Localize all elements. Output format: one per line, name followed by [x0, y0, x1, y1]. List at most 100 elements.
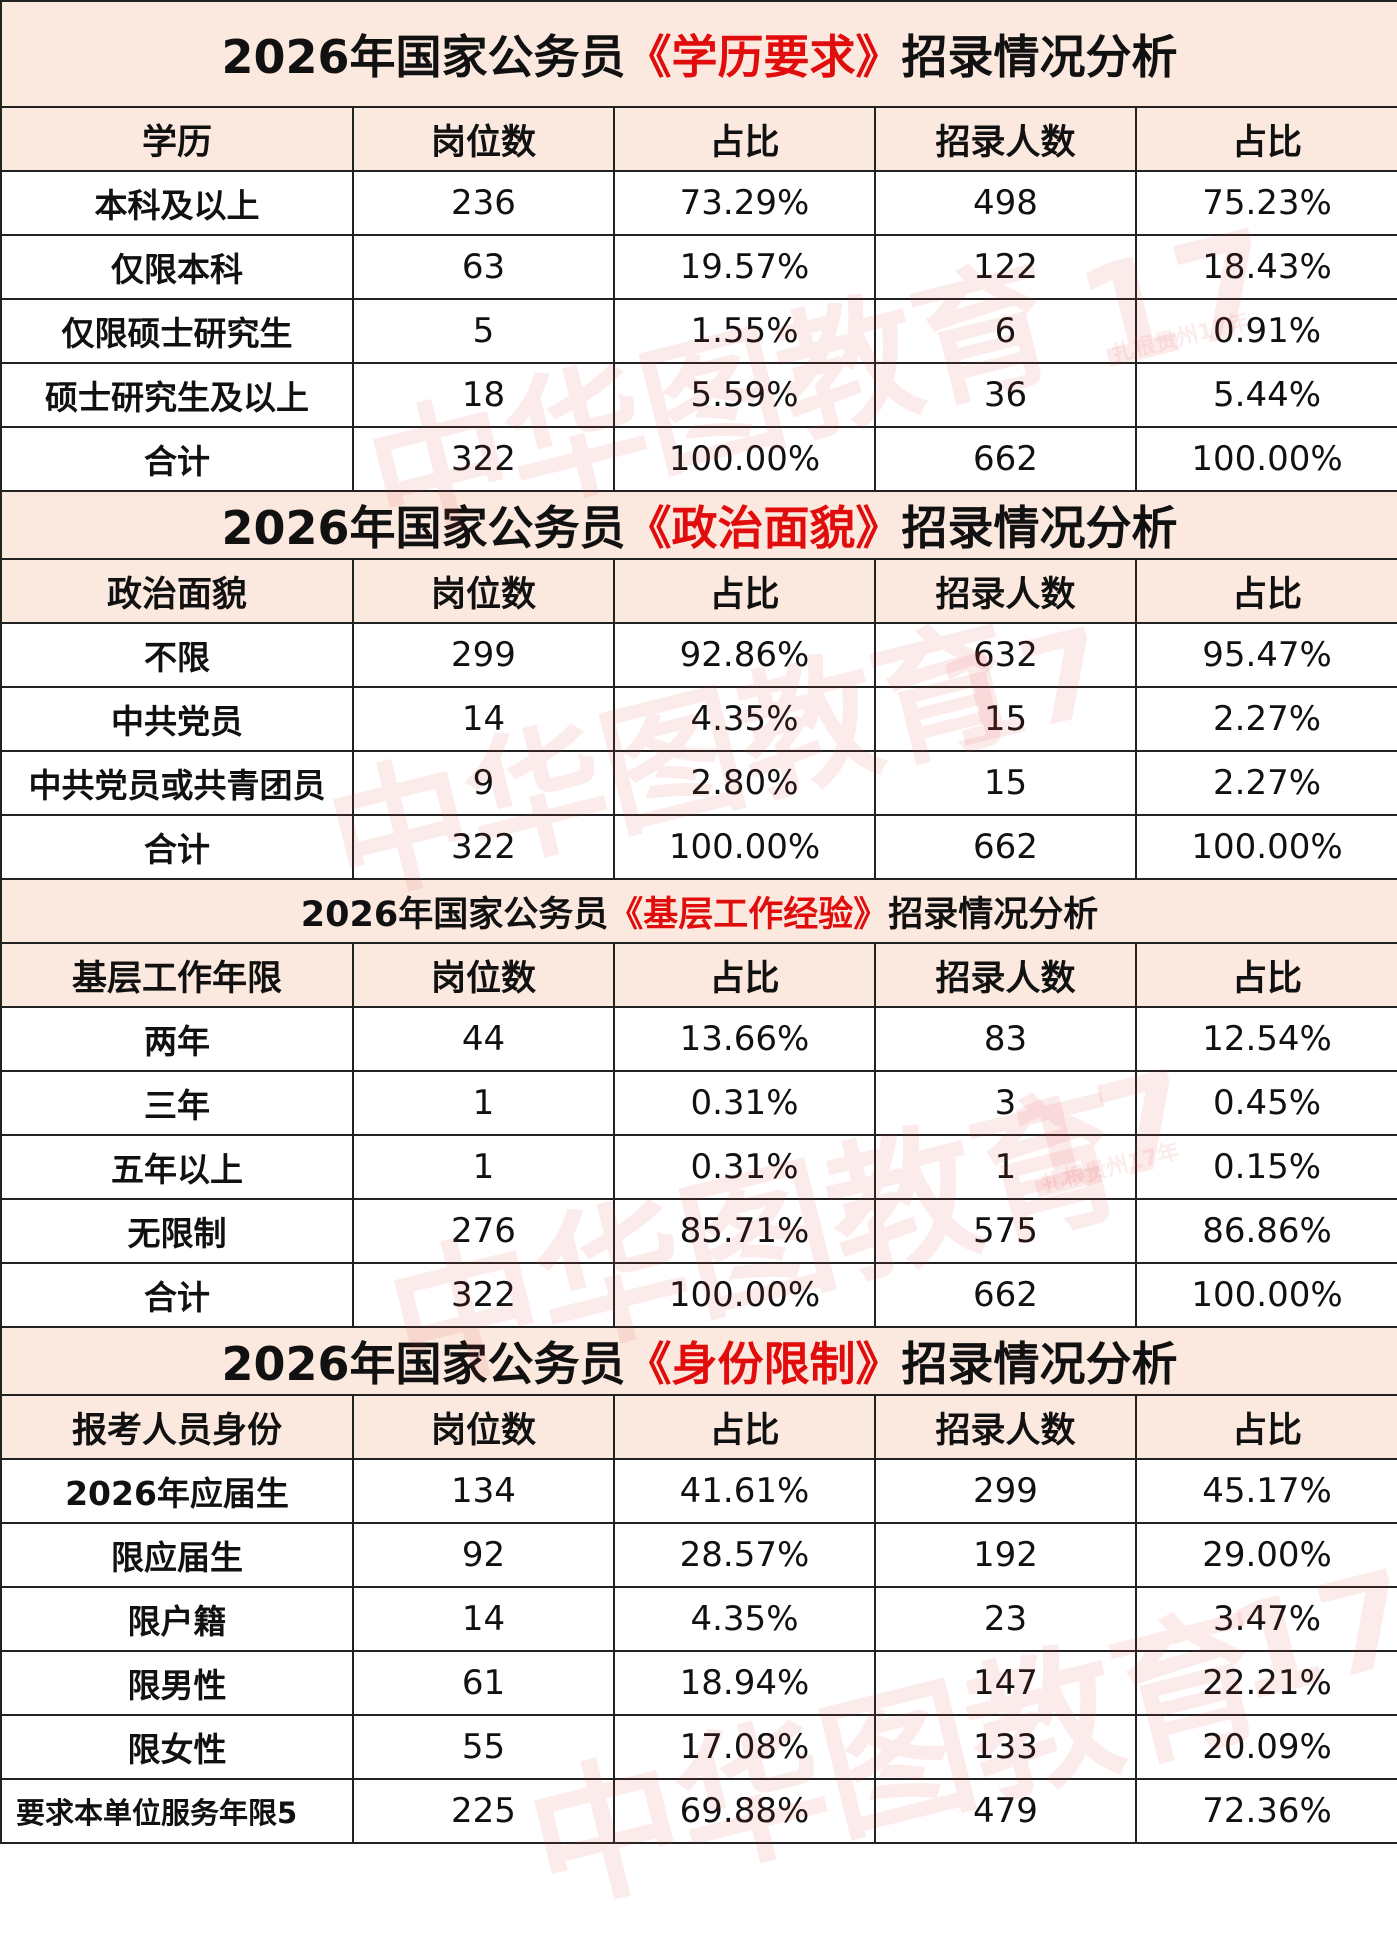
cell-job-ratio: 4.35%	[613, 686, 876, 752]
cell-recruit-ratio: 0.45%	[1134, 1070, 1397, 1136]
cell-recruit-count: 662	[874, 814, 1137, 880]
cell-recruit-count: 15	[874, 750, 1137, 816]
cell-recruit-count: 632	[874, 622, 1137, 688]
cell-recruit-ratio: 100.00%	[1134, 814, 1397, 880]
cell-recruit-count: 1	[874, 1134, 1137, 1200]
cell-category: 中共党员	[0, 686, 354, 752]
header-recruit-count: 招录人数	[874, 558, 1137, 624]
table-row: 限应届生 92 28.57% 192 29.00%	[0, 1522, 1397, 1588]
cell-job-count: 92	[352, 1522, 615, 1588]
section-title-post: 招录情况分析	[901, 1337, 1178, 1391]
cell-recruit-ratio: 45.17%	[1134, 1458, 1397, 1524]
cell-job-count: 63	[352, 234, 615, 300]
section-title-pre: 2026年国家公务员	[300, 894, 609, 935]
table-row: 两年 44 13.66% 83 12.54%	[0, 1006, 1397, 1072]
header-recruit-count: 招录人数	[874, 942, 1137, 1008]
section-title-row: 2026年国家公务员《身份限制》招录情况分析	[0, 1326, 1397, 1396]
cell-category: 中共党员或共青团员	[0, 750, 354, 816]
section-title-key: 《身份限制》	[625, 1337, 902, 1391]
cell-recruit-count: 662	[874, 1262, 1137, 1328]
cell-job-ratio: 2.80%	[613, 750, 876, 816]
header-job-ratio: 占比	[613, 1394, 876, 1460]
cell-recruit-count: 662	[874, 426, 1137, 492]
cell-recruit-count: 122	[874, 234, 1137, 300]
cell-category: 限男性	[0, 1650, 354, 1716]
cell-recruit-ratio: 20.09%	[1134, 1714, 1397, 1780]
cell-recruit-count: 6	[874, 298, 1137, 364]
cell-recruit-ratio: 86.86%	[1134, 1198, 1397, 1264]
header-category: 政治面貌	[0, 558, 354, 624]
cell-recruit-ratio: 2.27%	[1134, 686, 1397, 752]
header-job-count: 岗位数	[352, 942, 615, 1008]
cell-category: 三年	[0, 1070, 354, 1136]
section-title-post: 招录情况分析	[901, 30, 1178, 84]
section-title-pre: 2026年国家公务员	[221, 501, 626, 555]
cell-recruit-ratio: 95.47%	[1134, 622, 1397, 688]
table-body: 2026年国家公务员《学历要求》招录情况分析 学历 岗位数 占比 招录人数 占比 本科及以上…	[0, 0, 1397, 1844]
table-row: 合计 322 100.00% 662 100.00%	[0, 426, 1397, 492]
cell-recruit-count: 479	[874, 1778, 1137, 1844]
cell-recruit-count: 299	[874, 1458, 1137, 1524]
header-recruit-count: 招录人数	[874, 106, 1137, 172]
table-row: 本科及以上 236 73.29% 498 75.23%	[0, 170, 1397, 236]
cell-category: 不限	[0, 622, 354, 688]
cell-job-ratio: 100.00%	[613, 814, 876, 880]
cell-job-ratio: 13.66%	[613, 1006, 876, 1072]
recruitment-analysis-table: 2026年国家公务员《学历要求》招录情况分析 学历 岗位数 占比 招录人数 占比 本科及以上…	[0, 0, 1397, 1844]
cell-job-count: 14	[352, 686, 615, 752]
cell-job-count: 299	[352, 622, 615, 688]
cell-job-count: 5	[352, 298, 615, 364]
cell-recruit-count: 575	[874, 1198, 1137, 1264]
cell-job-count: 55	[352, 1714, 615, 1780]
cell-recruit-ratio: 75.23%	[1134, 170, 1397, 236]
column-header-row: 学历 岗位数 占比 招录人数 占比	[0, 106, 1397, 172]
table-row: 限男性 61 18.94% 147 22.21%	[0, 1650, 1397, 1716]
cell-recruit-ratio: 3.47%	[1134, 1586, 1397, 1652]
cell-job-count: 44	[352, 1006, 615, 1072]
cell-recruit-ratio: 0.15%	[1134, 1134, 1397, 1200]
cell-category: 本科及以上	[0, 170, 354, 236]
table-row: 合计 322 100.00% 662 100.00%	[0, 814, 1397, 880]
header-job-count: 岗位数	[352, 558, 615, 624]
cell-recruit-count: 498	[874, 170, 1137, 236]
table-row: 不限 299 92.86% 632 95.47%	[0, 622, 1397, 688]
cell-job-ratio: 1.55%	[613, 298, 876, 364]
cell-job-ratio: 18.94%	[613, 1650, 876, 1716]
section-title-key: 《政治面貌》	[625, 501, 902, 555]
cell-job-count: 18	[352, 362, 615, 428]
cell-category: 合计	[0, 814, 354, 880]
table-row: 合计 322 100.00% 662 100.00%	[0, 1262, 1397, 1328]
cell-category: 仅限本科	[0, 234, 354, 300]
header-recruit-ratio: 占比	[1134, 558, 1397, 624]
section-title: 2026年国家公务员《身份限制》招录情况分析	[0, 1326, 1397, 1396]
cell-category: 硕士研究生及以上	[0, 362, 354, 428]
cell-job-ratio: 5.59%	[613, 362, 876, 428]
cell-job-count: 225	[352, 1778, 615, 1844]
cell-recruit-count: 23	[874, 1586, 1137, 1652]
table-row: 仅限硕士研究生 5 1.55% 6 0.91%	[0, 298, 1397, 364]
cell-category: 要求本单位服务年限5	[0, 1778, 354, 1844]
cell-job-count: 276	[352, 1198, 615, 1264]
cell-recruit-count: 3	[874, 1070, 1137, 1136]
cell-recruit-count: 147	[874, 1650, 1137, 1716]
header-job-ratio: 占比	[613, 558, 876, 624]
cell-category: 合计	[0, 1262, 354, 1328]
header-job-count: 岗位数	[352, 106, 615, 172]
section-title-key: 《基层工作经验》	[608, 894, 889, 935]
cell-recruit-ratio: 29.00%	[1134, 1522, 1397, 1588]
cell-recruit-ratio: 22.21%	[1134, 1650, 1397, 1716]
header-recruit-ratio: 占比	[1134, 1394, 1397, 1460]
cell-category: 两年	[0, 1006, 354, 1072]
cell-recruit-count: 192	[874, 1522, 1137, 1588]
cell-job-ratio: 100.00%	[613, 426, 876, 492]
section-title-row: 2026年国家公务员《基层工作经验》招录情况分析	[0, 878, 1397, 944]
header-recruit-ratio: 占比	[1134, 942, 1397, 1008]
cell-job-count: 322	[352, 814, 615, 880]
header-category: 学历	[0, 106, 354, 172]
cell-job-count: 134	[352, 1458, 615, 1524]
cell-job-count: 322	[352, 426, 615, 492]
table-row: 限女性 55 17.08% 133 20.09%	[0, 1714, 1397, 1780]
cell-job-ratio: 100.00%	[613, 1262, 876, 1328]
cell-category: 五年以上	[0, 1134, 354, 1200]
cell-recruit-ratio: 100.00%	[1134, 1262, 1397, 1328]
